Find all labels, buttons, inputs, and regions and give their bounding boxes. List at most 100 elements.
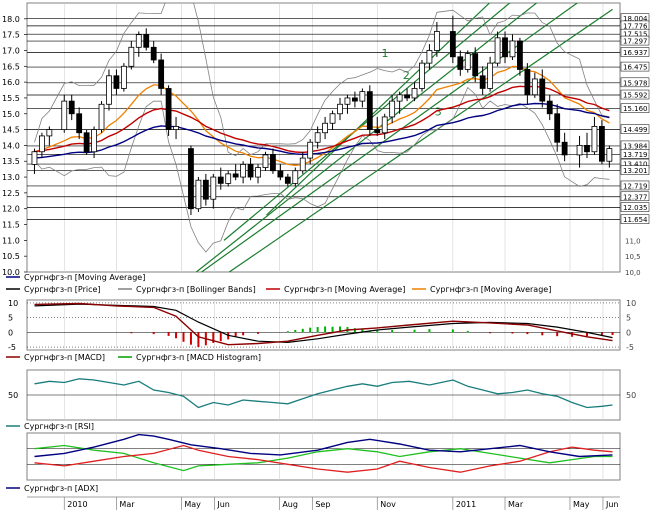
price-axis-tick-label: 13.0	[2, 173, 20, 182]
candle-up	[120, 65, 127, 89]
macd-axis-tick-label: 0	[8, 328, 13, 337]
price-level-label: 16.937	[623, 49, 648, 57]
candle-down	[599, 126, 605, 162]
price-level-label-box	[620, 149, 650, 159]
candle-down	[277, 170, 284, 178]
moving-average-orange-line	[34, 65, 610, 166]
candle-down	[449, 31, 456, 58]
candle-up	[39, 135, 45, 153]
price-level-label: 14.499	[623, 126, 648, 134]
x-axis-tick-label: 2010	[67, 500, 87, 509]
price-level-label-box	[620, 202, 650, 212]
x-axis-tick-label: Sep	[315, 500, 330, 509]
macd-line	[34, 302, 613, 346]
adx-di-minus-line	[34, 444, 613, 473]
candle-down	[472, 53, 479, 77]
candle-up	[576, 145, 583, 156]
candle-up	[426, 50, 433, 64]
candle-down	[554, 113, 561, 143]
price-axis-right-tick-label: 10,0	[625, 269, 641, 277]
candle-up	[31, 151, 38, 165]
candle-up	[396, 94, 403, 102]
candle-up	[433, 31, 440, 51]
candle-down	[113, 75, 120, 89]
candle-down	[584, 145, 590, 153]
legend-rsi-label: Сургнфгз-п [RSI]	[24, 422, 94, 431]
candle-up	[494, 37, 501, 64]
candle-up	[292, 170, 299, 184]
price-level-label: 15.592	[623, 92, 648, 100]
candle-down	[479, 75, 486, 89]
price-level-label-box	[620, 35, 650, 46]
price-axis-tick-label: 17.5	[2, 31, 20, 40]
price-axis-tick-label: 12.5	[2, 189, 20, 198]
candle-up	[591, 126, 598, 153]
price-level-label: 11.654	[623, 216, 648, 224]
price-level-label: 17.776	[623, 22, 648, 30]
price-level-label: 13.719	[623, 151, 648, 159]
price-level-label-box	[620, 47, 650, 57]
rsi-line	[34, 378, 613, 409]
price-axis-tick-label: 12.0	[2, 205, 20, 214]
channel-line	[228, 8, 613, 272]
price-level-label-box	[620, 214, 650, 224]
candle-up	[195, 179, 202, 210]
candle-up	[359, 91, 366, 102]
price-axis-tick-label: 16.5	[2, 62, 20, 71]
candle-down	[188, 148, 194, 210]
price-axis-tick-label: 14.5	[2, 126, 20, 135]
adx-di-plus-line	[34, 444, 613, 472]
price-level-label-box	[620, 191, 650, 202]
price-axis-tick-label: 14.0	[2, 141, 20, 150]
price-level-label: 12.719	[623, 182, 648, 190]
candle-up	[128, 46, 135, 67]
price-axis-tick-label: 17.0	[2, 46, 20, 55]
legend-price-ma-red-label: Сургнфгз-п [Moving Average]	[284, 285, 405, 294]
macd-axis-right-tick-label: -5	[626, 343, 634, 352]
candle-down	[517, 40, 523, 70]
macd-axis-tick-label: 5	[8, 314, 13, 323]
candle-up	[135, 34, 142, 48]
x-axis-tick-label: Jun	[605, 500, 619, 509]
x-axis-tick-label: Mar	[119, 500, 135, 509]
candle-up	[344, 97, 351, 105]
price-axis-tick-label: 15.5	[2, 94, 20, 103]
bollinger-upper-line	[34, 3, 610, 157]
candle-down	[76, 113, 83, 134]
candle-up	[314, 132, 321, 143]
candle-down	[83, 132, 90, 153]
price-level-label-box	[620, 180, 650, 191]
price-axis-tick-label: 10.5	[2, 252, 20, 261]
candle-up	[389, 100, 396, 118]
channel-line	[195, 3, 538, 272]
legend-price-ma-orange-label: Сургнфгз-п [Moving Average]	[430, 285, 551, 294]
candle-down	[524, 69, 531, 96]
candle-up	[98, 103, 105, 130]
price-level-label-box	[620, 89, 650, 100]
candle-down	[366, 91, 373, 130]
price-axis-tick-label: 15.0	[2, 110, 20, 119]
channel-label: 2	[403, 69, 410, 82]
price-level-label: 12.035	[623, 204, 648, 212]
candle-down	[247, 163, 254, 178]
price-axis-tick-label: 16.0	[2, 78, 20, 87]
channel-line	[223, 3, 511, 241]
price-axis-right-tick-label: 10,5	[625, 253, 641, 261]
channel-lines	[195, 3, 613, 272]
adx-line	[34, 433, 613, 458]
x-axis-tick-label: Mar	[508, 500, 524, 509]
candle-down	[202, 179, 209, 200]
candle-up	[531, 78, 538, 96]
candle-down	[539, 78, 546, 102]
candle-up	[307, 141, 314, 159]
candle-down	[502, 37, 508, 58]
price-panel-frame	[26, 2, 621, 273]
candle-up	[419, 62, 425, 89]
price-level-label: 18.004	[623, 15, 648, 23]
channel-label: 3	[435, 105, 442, 118]
macd-axis-right-tick-label: 10	[626, 299, 636, 308]
candle-up	[61, 100, 68, 130]
x-axis-tick-label: Jun	[216, 500, 230, 509]
price-level-label: 12.377	[623, 193, 648, 201]
candle-down	[561, 141, 568, 156]
